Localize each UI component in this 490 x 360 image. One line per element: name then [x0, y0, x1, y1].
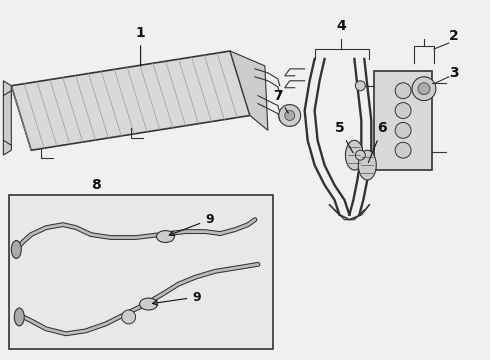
Text: 5: 5 — [335, 121, 353, 153]
Circle shape — [279, 105, 301, 126]
Polygon shape — [230, 51, 268, 130]
Bar — [9, 195, 273, 349]
Circle shape — [355, 150, 366, 160]
Text: 9: 9 — [152, 291, 201, 305]
Polygon shape — [3, 81, 11, 155]
Circle shape — [285, 111, 294, 121]
Ellipse shape — [345, 140, 363, 170]
Circle shape — [122, 310, 136, 324]
Ellipse shape — [14, 308, 24, 326]
Ellipse shape — [11, 240, 21, 258]
Circle shape — [395, 142, 411, 158]
Text: 1: 1 — [136, 26, 146, 66]
Ellipse shape — [156, 231, 174, 243]
Polygon shape — [11, 51, 250, 150]
Bar — [374, 71, 432, 170]
Ellipse shape — [140, 298, 157, 310]
Text: 7: 7 — [273, 89, 288, 113]
Text: 3: 3 — [449, 66, 459, 80]
Text: 9: 9 — [169, 213, 214, 236]
Text: 4: 4 — [337, 19, 346, 33]
Circle shape — [418, 83, 430, 95]
Text: 6: 6 — [368, 121, 387, 163]
Circle shape — [395, 103, 411, 118]
Text: 2: 2 — [449, 29, 459, 43]
Text: 8: 8 — [91, 178, 101, 192]
Ellipse shape — [358, 150, 376, 180]
Circle shape — [355, 81, 366, 91]
Circle shape — [395, 122, 411, 138]
Circle shape — [395, 83, 411, 99]
Circle shape — [412, 77, 436, 100]
